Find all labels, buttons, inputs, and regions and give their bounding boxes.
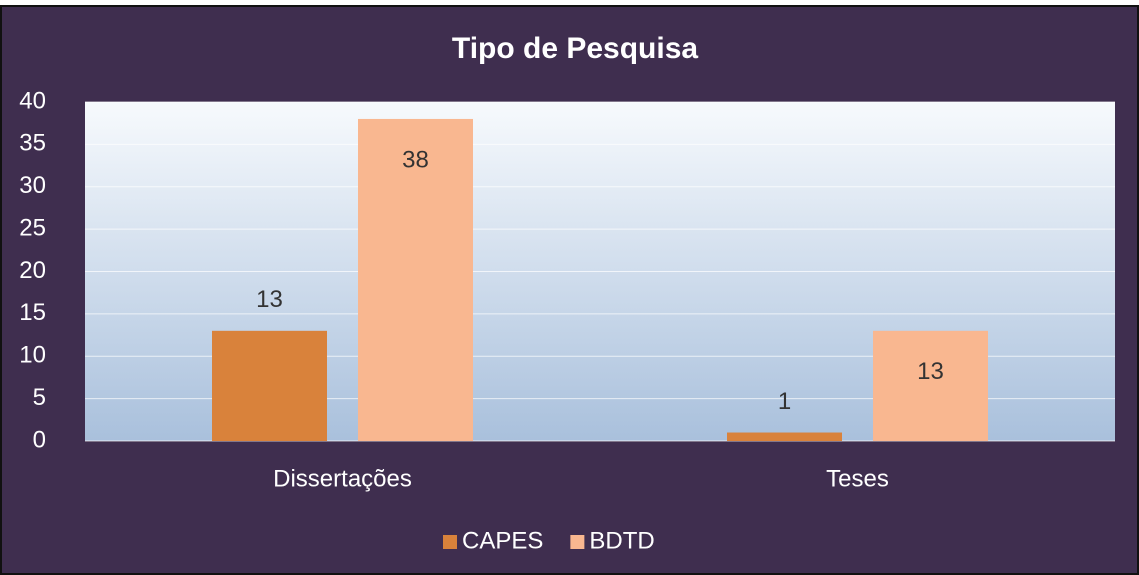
y-tick-label: 10 <box>19 342 46 369</box>
bar <box>727 432 842 441</box>
y-tick-label: 30 <box>19 172 46 199</box>
x-tick-label: Teses <box>826 465 889 492</box>
y-tick-label: 35 <box>19 130 46 157</box>
y-tick-label: 25 <box>19 214 46 241</box>
chart-title: Tipo de Pesquisa <box>452 32 698 65</box>
y-tick-label: 15 <box>19 299 46 326</box>
legend-swatch <box>570 535 585 549</box>
y-tick-label: 0 <box>33 426 46 453</box>
legend-label: BDTD <box>589 527 654 554</box>
y-tick-label: 40 <box>19 87 46 114</box>
bar <box>212 330 327 441</box>
legend-label: CAPES <box>462 527 543 554</box>
y-tick-label: 20 <box>19 257 46 284</box>
legend-swatch <box>443 535 457 549</box>
x-tick-label: Dissertações <box>273 465 412 492</box>
data-label: 13 <box>917 358 944 385</box>
data-label: 38 <box>402 146 429 173</box>
y-tick-label: 5 <box>33 384 46 411</box>
bar <box>873 330 988 441</box>
data-label: 13 <box>256 286 283 313</box>
data-label: 1 <box>778 388 791 415</box>
bar <box>358 118 473 441</box>
